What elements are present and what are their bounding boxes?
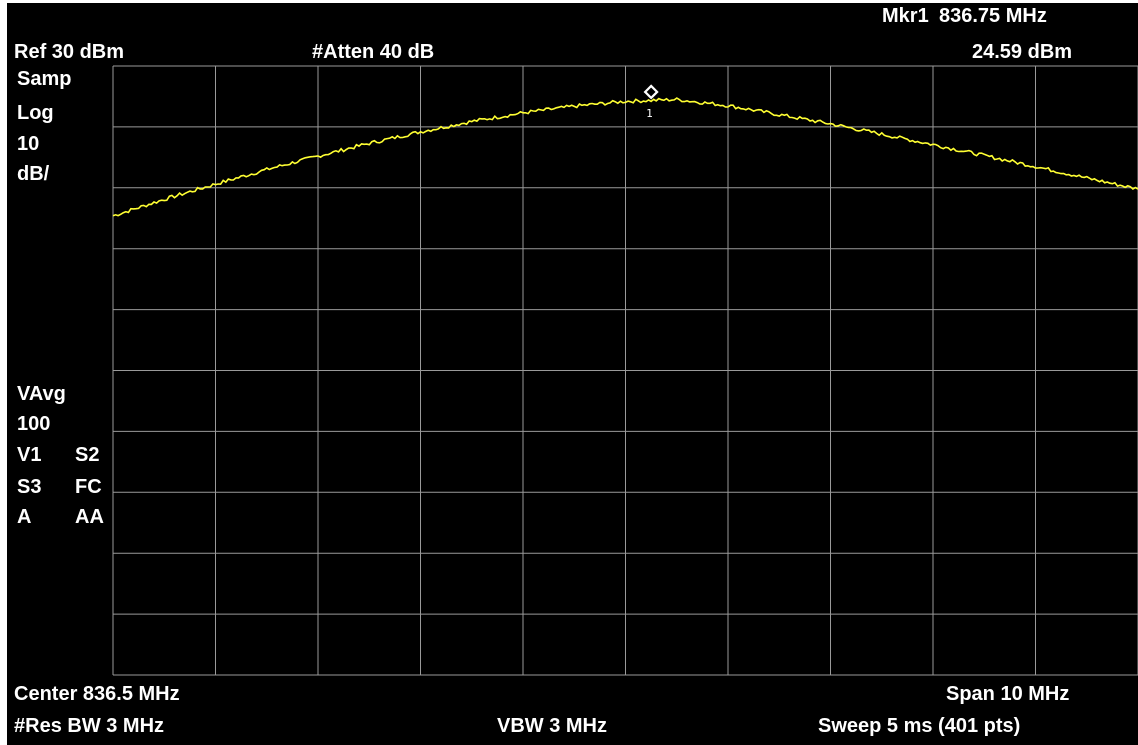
detector-mode: Samp: [17, 68, 72, 90]
left-border: [0, 0, 7, 745]
s3-indicator: S3: [17, 476, 42, 498]
video-bandwidth: VBW 3 MHz: [497, 715, 607, 737]
resolution-bandwidth: #Res BW 3 MHz: [14, 715, 165, 737]
reference-level: Ref 30 dBm: [14, 41, 125, 63]
top-border: [0, 0, 1138, 3]
aa-indicator: AA: [75, 506, 104, 528]
average-label: VAvg: [17, 383, 66, 405]
a-indicator: A: [17, 506, 32, 528]
scale-value: 10: [17, 133, 40, 155]
marker-label: Mkr1: [882, 5, 929, 27]
attenuation: #Atten 40 dB: [312, 41, 435, 63]
v1-indicator: V1: [17, 444, 42, 466]
trace-line: [112, 97, 1138, 217]
marker-diamond-icon: [643, 84, 659, 100]
center-frequency: Center 836.5 MHz: [14, 683, 180, 705]
fc-indicator: FC: [75, 476, 102, 498]
span: Span 10 MHz: [946, 683, 1070, 705]
average-count: 100: [17, 413, 51, 435]
graticule: [112, 65, 1138, 676]
marker-amplitude: 24.59 dBm: [972, 41, 1073, 63]
scale-unit: dB/: [17, 163, 50, 185]
marker-1: 1: [643, 84, 659, 120]
marker-number: 1: [646, 107, 653, 120]
marker-frequency: 836.75 MHz: [939, 5, 1047, 27]
scale-type: Log: [17, 102, 54, 124]
s2-indicator: S2: [75, 444, 100, 466]
sweep-time: Sweep 5 ms (401 pts): [818, 715, 1021, 737]
